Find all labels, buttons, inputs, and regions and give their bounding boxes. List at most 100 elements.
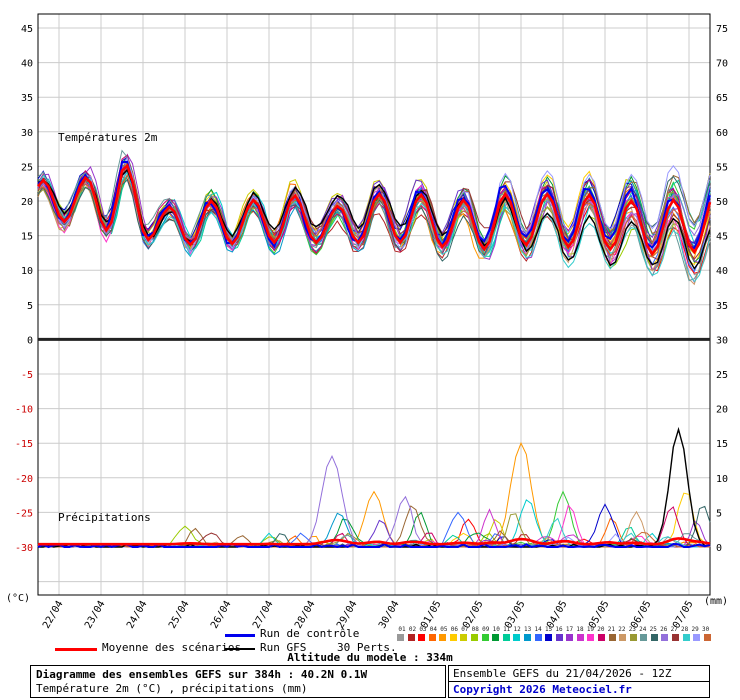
pert-swatch [672, 634, 680, 641]
pert-number: 07 [461, 626, 469, 633]
ensemble-member-lines [37, 149, 711, 548]
svg-text:55: 55 [716, 162, 728, 173]
pert-number: 27 [670, 626, 678, 633]
svg-text:35: 35 [21, 93, 33, 104]
pert-number: 17 [565, 626, 574, 633]
svg-text:45: 45 [21, 24, 33, 35]
copyright: Copyright 2026 Meteociel.fr [453, 683, 632, 696]
pert-number: 21 [607, 626, 615, 633]
svg-text:10: 10 [21, 266, 33, 277]
pert-swatch [640, 634, 648, 641]
pert-number: 12 [513, 626, 521, 633]
pert-swatch [608, 634, 616, 641]
svg-text:35: 35 [716, 301, 728, 312]
svg-text:50: 50 [716, 197, 728, 208]
mean-temp-line [37, 163, 712, 257]
control-label: Run de contrôle [260, 627, 360, 640]
svg-text:40: 40 [716, 266, 728, 277]
pert-swatch [693, 634, 701, 641]
svg-text:15: 15 [21, 232, 33, 243]
mean-line-sample [55, 648, 97, 651]
svg-text:30: 30 [716, 335, 728, 346]
pert-number: 19 [586, 626, 595, 633]
control-line-sample [225, 634, 255, 637]
pert-swatch [407, 634, 415, 641]
svg-text:20: 20 [21, 197, 33, 208]
pert-number: 08 [471, 626, 479, 633]
pert-number: 22 [618, 626, 626, 633]
control-temp-line [37, 160, 711, 250]
pert-swatch [439, 634, 447, 641]
svg-text:60: 60 [716, 128, 728, 139]
pert-number: 29 [691, 626, 699, 633]
svg-text:Précipitations: Précipitations [58, 511, 151, 524]
svg-text:0: 0 [27, 335, 33, 346]
svg-text:29/04: 29/04 [335, 599, 360, 631]
svg-text:70: 70 [716, 59, 728, 70]
svg-text:(°C): (°C) [6, 593, 30, 604]
pert-swatch [587, 634, 595, 641]
pert-number: 28 [681, 626, 689, 633]
ensemble-chart: 454035302520151050-5-10-15-20-25-3075706… [6, 13, 728, 631]
svg-text:24/04: 24/04 [125, 599, 150, 631]
pert-swatch [428, 634, 436, 641]
gfs-label: Run GFS [260, 641, 307, 654]
svg-text:-15: -15 [15, 439, 33, 450]
gfs-line-sample [225, 648, 255, 650]
svg-text:-10: -10 [15, 405, 33, 416]
pert-swatch [619, 634, 627, 641]
svg-text:-20: -20 [15, 474, 33, 485]
pert-swatch [523, 634, 531, 641]
svg-text:20: 20 [716, 405, 728, 416]
pert-number: 10 [492, 626, 500, 633]
pert-color-swatches [397, 634, 711, 641]
pert-number: 20 [597, 626, 605, 633]
svg-text:0: 0 [716, 543, 722, 554]
pert-swatch [576, 634, 584, 641]
pert-swatch [397, 634, 404, 641]
pert-swatch [566, 634, 574, 641]
pert-number: 04 [429, 626, 438, 633]
run-info-box: Ensemble GEFS du 21/04/2026 - 12Z Copyri… [448, 665, 710, 698]
svg-text:25: 25 [21, 162, 33, 173]
pert-number: 16 [555, 626, 563, 633]
pert-number: 13 [524, 626, 532, 633]
pert-swatch [555, 634, 563, 641]
pert-number: 11 [503, 626, 511, 633]
pert-swatch [418, 634, 426, 641]
pert-number: 03 [419, 626, 427, 633]
pert-swatch [502, 634, 510, 641]
svg-text:27/04: 27/04 [251, 599, 276, 631]
svg-text:30: 30 [21, 128, 33, 139]
pert-number: 01 [398, 626, 406, 633]
mean-precip-line [38, 537, 711, 546]
chart-subtitle: Température 2m (°C) , précipitations (mm… [36, 682, 308, 695]
svg-text:22/04: 22/04 [41, 599, 66, 631]
pert-number: 23 [628, 626, 636, 633]
pert-swatch [650, 634, 658, 641]
svg-text:26/04: 26/04 [209, 599, 234, 631]
pert-number: 24 [639, 626, 647, 633]
svg-text:(mm): (mm) [704, 596, 728, 607]
gfs-temp-line [37, 168, 711, 270]
pert-number: 02 [408, 626, 417, 633]
svg-text:-25: -25 [15, 508, 33, 519]
pert-number: 06 [450, 626, 458, 633]
svg-text:75: 75 [716, 24, 728, 35]
pert-swatch [449, 634, 457, 641]
svg-text:-30: -30 [15, 543, 33, 554]
pert-number: 30 [701, 626, 710, 633]
run-info: Ensemble GEFS du 21/04/2026 - 12Z [449, 666, 709, 682]
pert-number: 14 [534, 626, 542, 633]
pert-number: 15 [544, 626, 553, 633]
mean-label: Moyenne des scénarios [102, 641, 242, 654]
chart-info-box: Diagramme des ensembles GEFS sur 384h : … [30, 665, 446, 698]
pert-swatch [471, 634, 479, 641]
perts-count-label: 30 Perts. [337, 641, 397, 654]
pert-member-numbers: 01 02 03 04 05 06 07 08 09 10 11 12 13 14 15 16 17 18 19 20… [397, 626, 711, 633]
svg-text:25: 25 [716, 370, 728, 381]
pert-swatch [682, 634, 690, 641]
gfs-precip-line [38, 426, 711, 548]
svg-text:5: 5 [27, 301, 33, 312]
